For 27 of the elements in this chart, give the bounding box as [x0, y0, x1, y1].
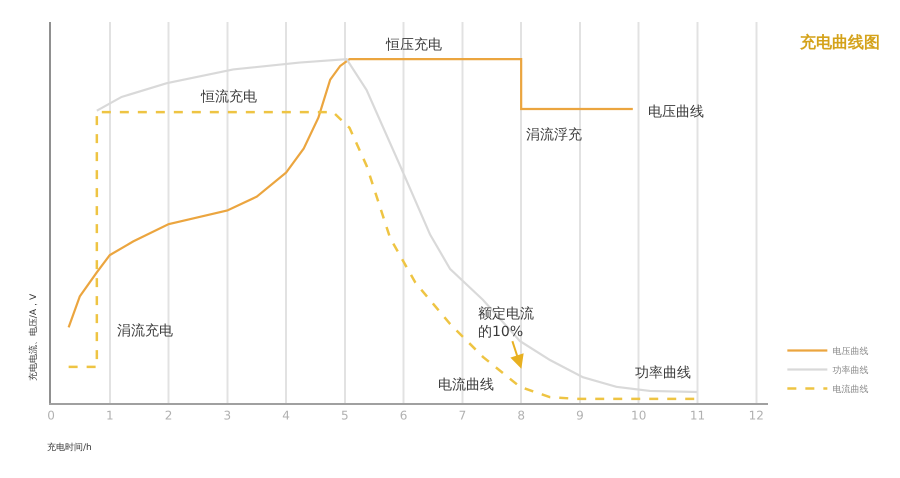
y-axis-title: 充电电流、电压/A，V [28, 292, 39, 382]
annotation: 涓流充电 [117, 323, 173, 339]
x-tick-label: 2 [164, 408, 172, 422]
x-tick-label: 8 [517, 408, 525, 422]
x-tick-label: 0 [47, 408, 55, 422]
x-axis-title: 充电时间/h [47, 442, 92, 453]
x-tick-label: 3 [223, 408, 232, 422]
text: 恒压充电 [385, 37, 442, 53]
x-tick-label: 5 [341, 408, 349, 422]
x-tick-label: 7 [458, 408, 466, 422]
annotation: 电流曲线 [438, 377, 494, 393]
x-tick-label: 12 [748, 408, 764, 422]
x-tick-label: 11 [690, 408, 706, 422]
x-tick-label: 9 [576, 408, 584, 422]
x-tick-label: 10 [631, 408, 646, 422]
annotation: 电压曲线 [648, 104, 704, 120]
x-tick-label: 1 [106, 408, 114, 422]
text: 充电曲线图 [799, 32, 880, 52]
annotation: 额定电流的10% [478, 306, 534, 340]
annotation: 功率曲线 [635, 365, 691, 381]
annotation: 涓流浮充 [526, 127, 582, 143]
legend-label: 功率曲线 [832, 365, 868, 376]
x-tick-label: 6 [400, 408, 408, 422]
legend-label: 电流曲线 [832, 384, 868, 396]
annotation: 恒流充电 [200, 89, 257, 105]
legend-label: 电压曲线 [832, 346, 868, 358]
x-tick-label: 4 [282, 408, 290, 422]
